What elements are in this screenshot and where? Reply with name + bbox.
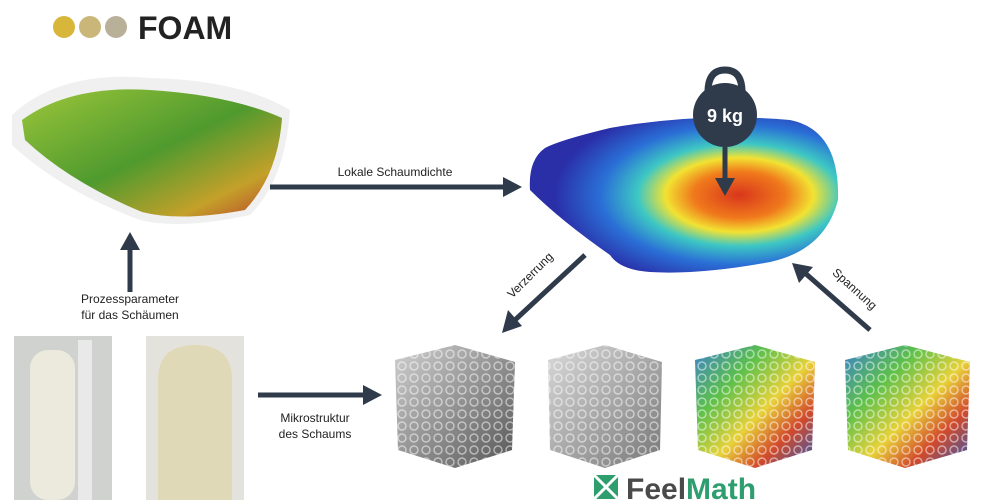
weight-label: 9 kg: [707, 106, 743, 126]
arrow-head: [503, 177, 522, 197]
cube: [395, 345, 515, 468]
cube: [548, 345, 662, 468]
brand-part: Feel: [626, 473, 686, 500]
logo-dot: [79, 16, 101, 38]
logo-dot: [53, 16, 75, 38]
logo-text: FOAM: [138, 10, 232, 46]
foam-sample: [30, 350, 75, 500]
arrow-head: [502, 310, 522, 333]
arrow: [803, 271, 872, 332]
foam-sample: [158, 345, 232, 500]
cube: [845, 345, 970, 468]
arrow-head: [792, 263, 813, 283]
label: Mikrostruktur: [280, 411, 349, 425]
seat-density: [22, 89, 282, 217]
cube: [695, 345, 815, 468]
weight: [693, 83, 757, 147]
cube-cells: [845, 345, 970, 468]
logo-dot: [105, 16, 127, 38]
cube-cells: [548, 345, 662, 468]
brand: FeelMath: [626, 473, 756, 500]
arrow: [513, 253, 587, 322]
scale: [78, 340, 92, 500]
label: für das Schäumen: [81, 308, 178, 322]
label: Prozessparameter: [81, 292, 179, 306]
label: Verzerrung: [504, 249, 555, 300]
cube-cells: [695, 345, 815, 468]
seat-stress: [529, 117, 839, 273]
brand-part: Math: [686, 473, 756, 500]
arrow-head: [120, 232, 140, 250]
brand-icon-mark: [592, 473, 620, 500]
label: des Schaums: [279, 427, 352, 441]
arrow-head: [363, 385, 382, 405]
cube-cells: [395, 345, 515, 468]
label: Lokale Schaumdichte: [338, 165, 453, 179]
weight-handle: [704, 66, 746, 93]
arrow-head: [715, 178, 735, 196]
label: Spannung: [830, 266, 880, 313]
